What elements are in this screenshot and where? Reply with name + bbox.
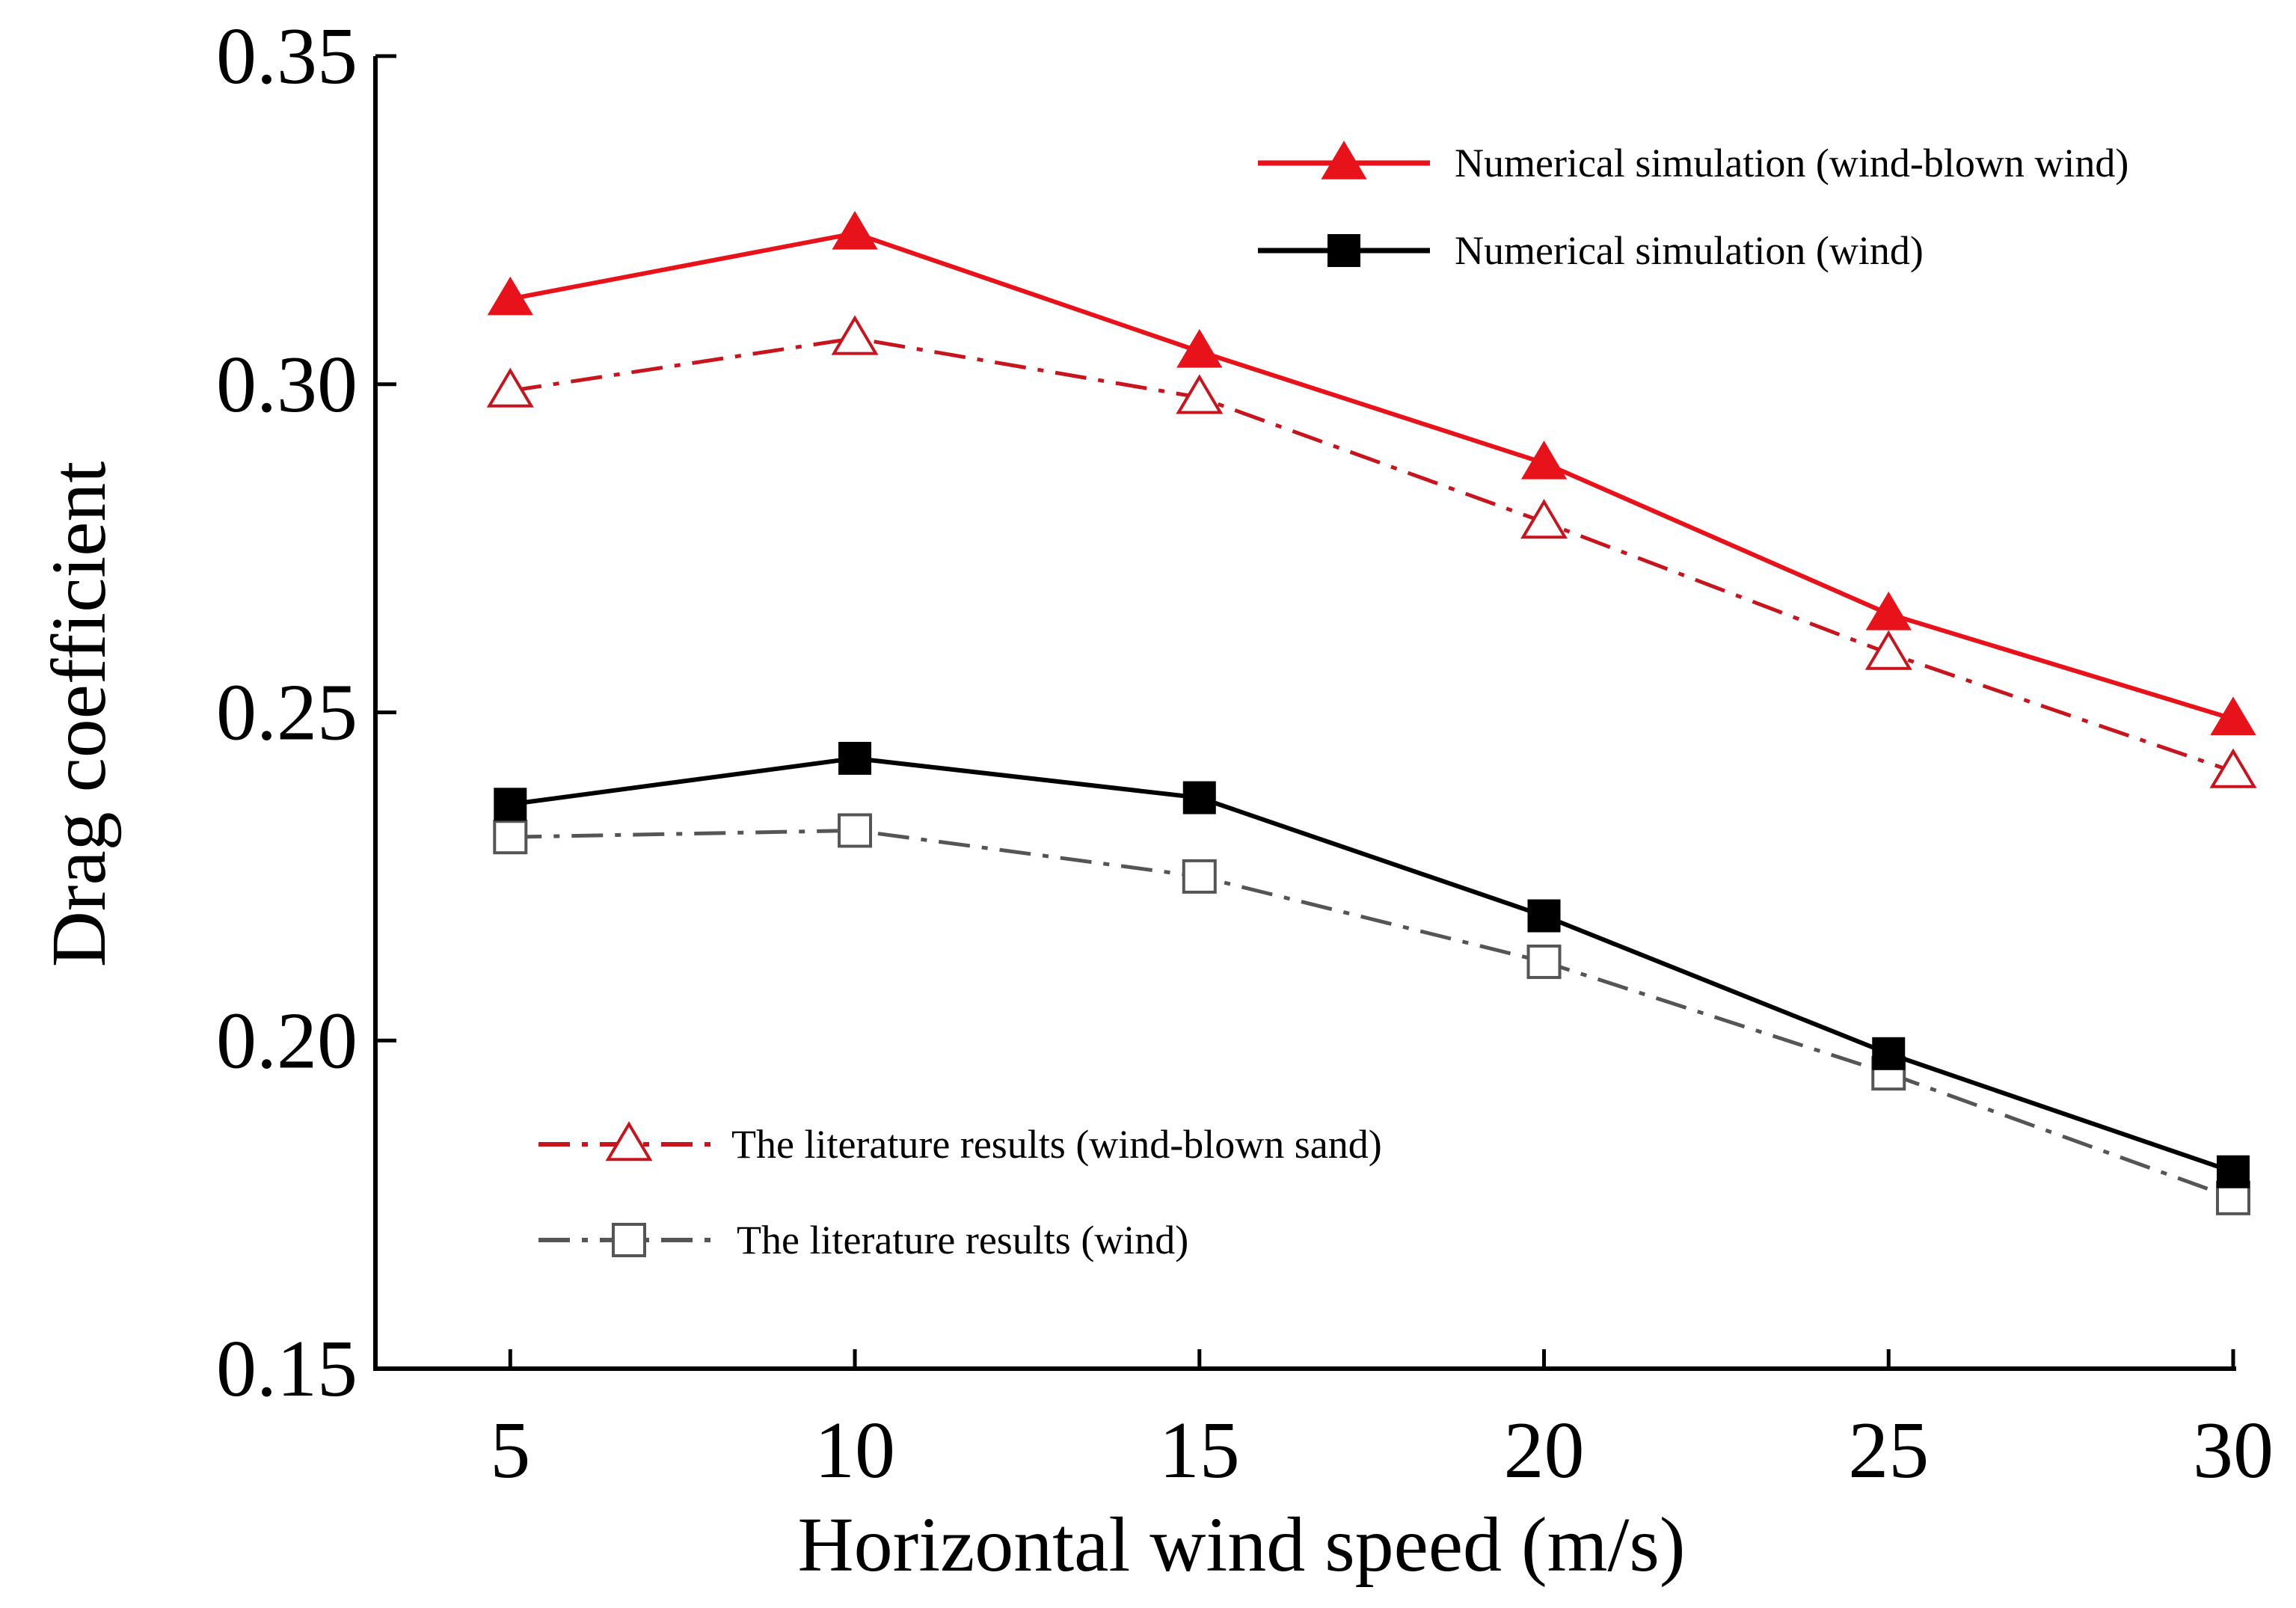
series-0-point-1 — [832, 210, 878, 250]
series-1-line — [509, 755, 2234, 1174]
legend-entry-0: Numerical simulation (wind-blown wind) — [1258, 141, 2128, 185]
series-3-point-2 — [1182, 859, 1217, 894]
y-tick-label-0: 0.15 — [216, 1325, 357, 1414]
series-1-point-0 — [494, 788, 527, 821]
series-1-point-1 — [838, 741, 872, 775]
series-3-point-0 — [493, 820, 528, 855]
series-1-point-3 — [1527, 899, 1561, 933]
x-tick-label-1: 10 — [814, 1406, 895, 1495]
legend-marker-0 — [1321, 141, 1367, 179]
legend-label-0: Numerical simulation (wind-blown wind) — [1455, 141, 2128, 185]
series-2-line — [509, 336, 2234, 773]
legend-top-right: Numerical simulation (wind-blown wind) Nu… — [1258, 141, 2128, 273]
legend-label-1: Numerical simulation (wind) — [1455, 228, 1924, 273]
y-tick-label-4: 0.35 — [216, 12, 357, 101]
series-2-point-0 — [486, 367, 534, 408]
y-ticks: 0.15 0.20 0.25 0.30 0.35 — [216, 12, 396, 1414]
x-tick-label-3: 20 — [1504, 1406, 1585, 1495]
series-3-point-1 — [838, 813, 873, 848]
series-0-point-3 — [1520, 441, 1568, 479]
series-2-point-4 — [1864, 630, 1912, 670]
series-2-point-2 — [1176, 374, 1224, 414]
series-1 — [494, 741, 2250, 1188]
series-2 — [486, 315, 2257, 788]
legend-entry-2: The literature results (wind-blown sand) — [538, 1121, 1382, 1167]
series-3-line — [510, 828, 2234, 1200]
series-0-point-0 — [487, 276, 533, 316]
series-layer — [486, 210, 2257, 1215]
series-1-point-2 — [1182, 781, 1216, 814]
y-axis-title: Drag coefficient — [36, 461, 122, 968]
legend-label-2: The literature results (wind-blown sand) — [731, 1122, 1382, 1167]
legend-marker-3 — [612, 1223, 646, 1257]
series-2-point-1 — [831, 315, 879, 355]
series-0-line — [509, 230, 2234, 722]
x-tick-label-2: 15 — [1159, 1406, 1240, 1495]
legend-label-3: The literature results (wind) — [737, 1218, 1188, 1262]
series-1-point-4 — [1872, 1037, 1906, 1070]
series-0 — [487, 210, 2256, 736]
series-1-point-5 — [2217, 1155, 2250, 1188]
x-tick-label-5: 30 — [2193, 1406, 2274, 1495]
legend-marker-2 — [605, 1121, 653, 1161]
x-axis-title: Horizontal wind speed (m/s) — [797, 1502, 1685, 1588]
series-2-point-5 — [2209, 748, 2257, 788]
series-0-point-5 — [2210, 696, 2256, 736]
series-0-point-2 — [1176, 328, 1223, 368]
legend-marker-1 — [1327, 234, 1360, 267]
y-tick-label-1: 0.20 — [216, 996, 357, 1085]
legend-entry-1: Numerical simulation (wind) — [1258, 228, 1924, 273]
legend-bottom-left: The literature results (wind-blown sand)… — [538, 1121, 1382, 1262]
y-tick-label-2: 0.25 — [216, 669, 357, 758]
series-3-point-3 — [1526, 944, 1562, 979]
series-2-point-3 — [1520, 499, 1568, 539]
x-tick-label-4: 25 — [1848, 1406, 1929, 1495]
legend-entry-3: The literature results (wind) — [538, 1218, 1188, 1262]
series-0-point-4 — [1865, 591, 1912, 630]
y-tick-label-3: 0.30 — [216, 340, 357, 429]
series-3 — [493, 813, 2250, 1215]
x-ticks: 5 10 15 20 25 30 — [490, 1349, 2274, 1495]
x-tick-label-0: 5 — [490, 1406, 530, 1495]
